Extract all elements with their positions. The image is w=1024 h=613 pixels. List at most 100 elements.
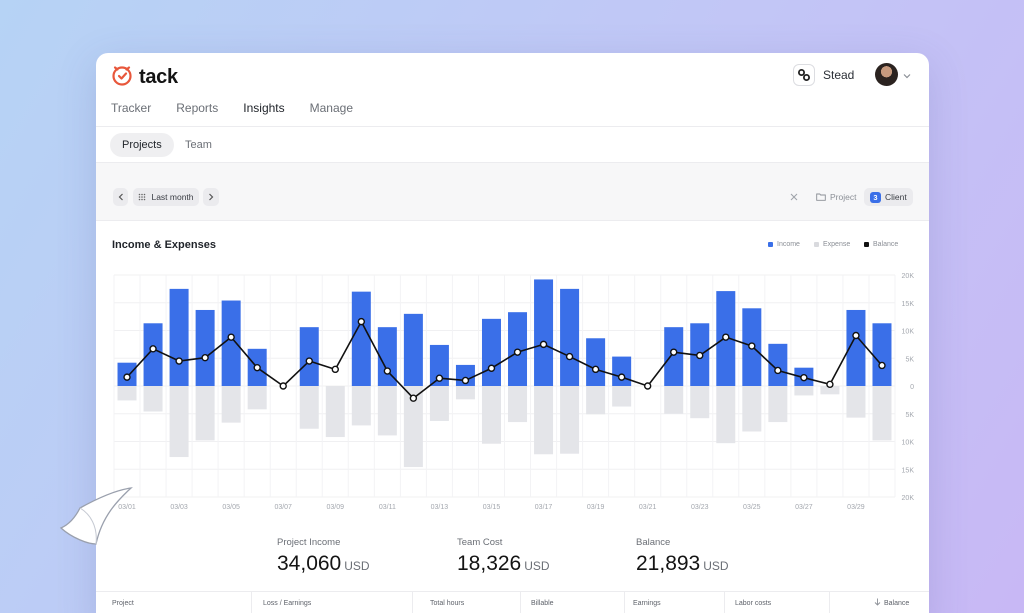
expense-bar [169,386,189,458]
balance-point [826,380,834,389]
stat-label: Project Income [277,537,341,548]
y-tick-label: 15K [902,301,915,308]
column-header-balance[interactable]: Balance [830,592,929,613]
expense-bar [221,386,241,423]
stat-value: 34,060 [277,552,342,575]
clear-filter-button[interactable] [790,188,798,206]
balance-point [487,364,496,372]
balance-point [539,340,548,349]
column-header-loss-earnings[interactable]: Loss / Earnings [252,592,413,613]
chart-title: Income & Expenses [112,239,216,251]
nav-item-tracker[interactable]: Tracker [111,101,152,115]
tab-team[interactable]: Team [185,139,212,151]
balance-point [617,373,626,381]
x-tick-label: 03/03 [170,504,188,511]
expense-bar [794,386,814,396]
nav-item-reports[interactable]: Reports [176,101,219,115]
tab-projects[interactable]: Projects [110,133,174,157]
stat-value: 18,326 [457,552,522,575]
expense-bar [612,386,632,407]
income-bar [560,288,580,386]
x-tick-label: 03/07 [274,504,292,511]
balance-point [591,365,600,374]
stat-label: Balance [636,537,671,548]
expense-bar [377,386,397,436]
x-tick-label: 03/15 [483,504,501,511]
chevron-down-icon [903,66,911,84]
x-tick-label: 03/11 [379,504,396,511]
next-period-button[interactable] [203,188,219,206]
expense-bar [351,386,371,426]
stat-value: 21,893 [636,552,701,575]
income-bar [221,300,241,386]
workspace-switcher[interactable]: Stead [793,64,854,86]
stat-value-row: 21,893 USD [636,552,729,576]
balance-point [201,353,209,362]
expense-bar [325,386,345,438]
close-icon [790,193,798,201]
income-bar [534,279,554,386]
y-tick-label: 0 [910,384,914,391]
x-tick-label: 03/29 [847,504,865,511]
balance-point [461,376,470,385]
balance-point [565,352,574,361]
legend-income-swatch [768,242,773,247]
legend-income-label: Income [777,241,800,248]
expense-bar [508,386,528,423]
expense-bar [534,386,554,455]
expense-bar [846,386,866,418]
legend-expense-swatch [814,242,819,247]
x-tick-label: 03/27 [795,504,813,511]
income-bar [195,309,215,386]
expense-bar [455,386,475,400]
column-header-labor-costs[interactable]: Labor costs [725,592,830,613]
client-filter[interactable]: 3 Client [864,188,913,206]
expense-bar [429,386,449,421]
balance-point [643,382,652,390]
income-bar [872,323,892,386]
balance-point [305,357,313,365]
legend-balance-swatch [864,242,869,247]
x-tick-label: 03/23 [691,504,709,511]
column-header-balance-label: Balance [884,600,910,607]
expense-bar [690,386,710,419]
column-header-total-hours[interactable]: Total hours [413,592,521,613]
expense-bar [820,386,840,395]
income-bar [429,344,449,386]
period-label: Last month [151,192,194,202]
stat-unit: USD [703,559,729,573]
income-bar [403,313,423,386]
stat-unit: USD [524,559,550,573]
y-tick-label: 5K [905,356,914,363]
user-menu[interactable] [875,63,911,86]
column-header-project[interactable]: Project [96,592,252,613]
period-select[interactable]: Last month [133,188,199,206]
project-filter[interactable]: Project [816,188,856,206]
expense-bar [195,386,215,441]
nav-item-insights[interactable]: Insights [243,101,285,115]
y-tick-label: 10K [902,440,915,447]
app-window: tack Tracker Reports Insights Manage Ste… [96,53,929,613]
balance-point [435,374,444,382]
stat-team-cost: Team Cost 18,326 USD [457,537,550,576]
x-tick-label: 03/17 [535,504,553,511]
app-name: tack [139,66,178,88]
income-bar [299,327,319,386]
logo[interactable]: tack [111,64,178,91]
tack-logo-icon [111,64,133,91]
balance-point [227,333,235,341]
prev-period-button[interactable] [113,188,128,206]
expense-bar [768,386,788,423]
sort-down-icon [874,598,881,606]
nav-item-manage[interactable]: Manage [309,101,353,115]
balance-point [357,317,366,326]
expense-bar [403,386,423,468]
column-header-billable[interactable]: Billable [521,592,625,613]
expense-bar [742,386,762,432]
income-bar [351,291,371,386]
column-header-earnings[interactable]: Earnings [625,592,725,613]
page-curl-decoration [59,487,133,545]
legend-expense-label: Expense [823,241,851,248]
chevron-left-icon [118,193,123,201]
balance-point [800,373,808,382]
